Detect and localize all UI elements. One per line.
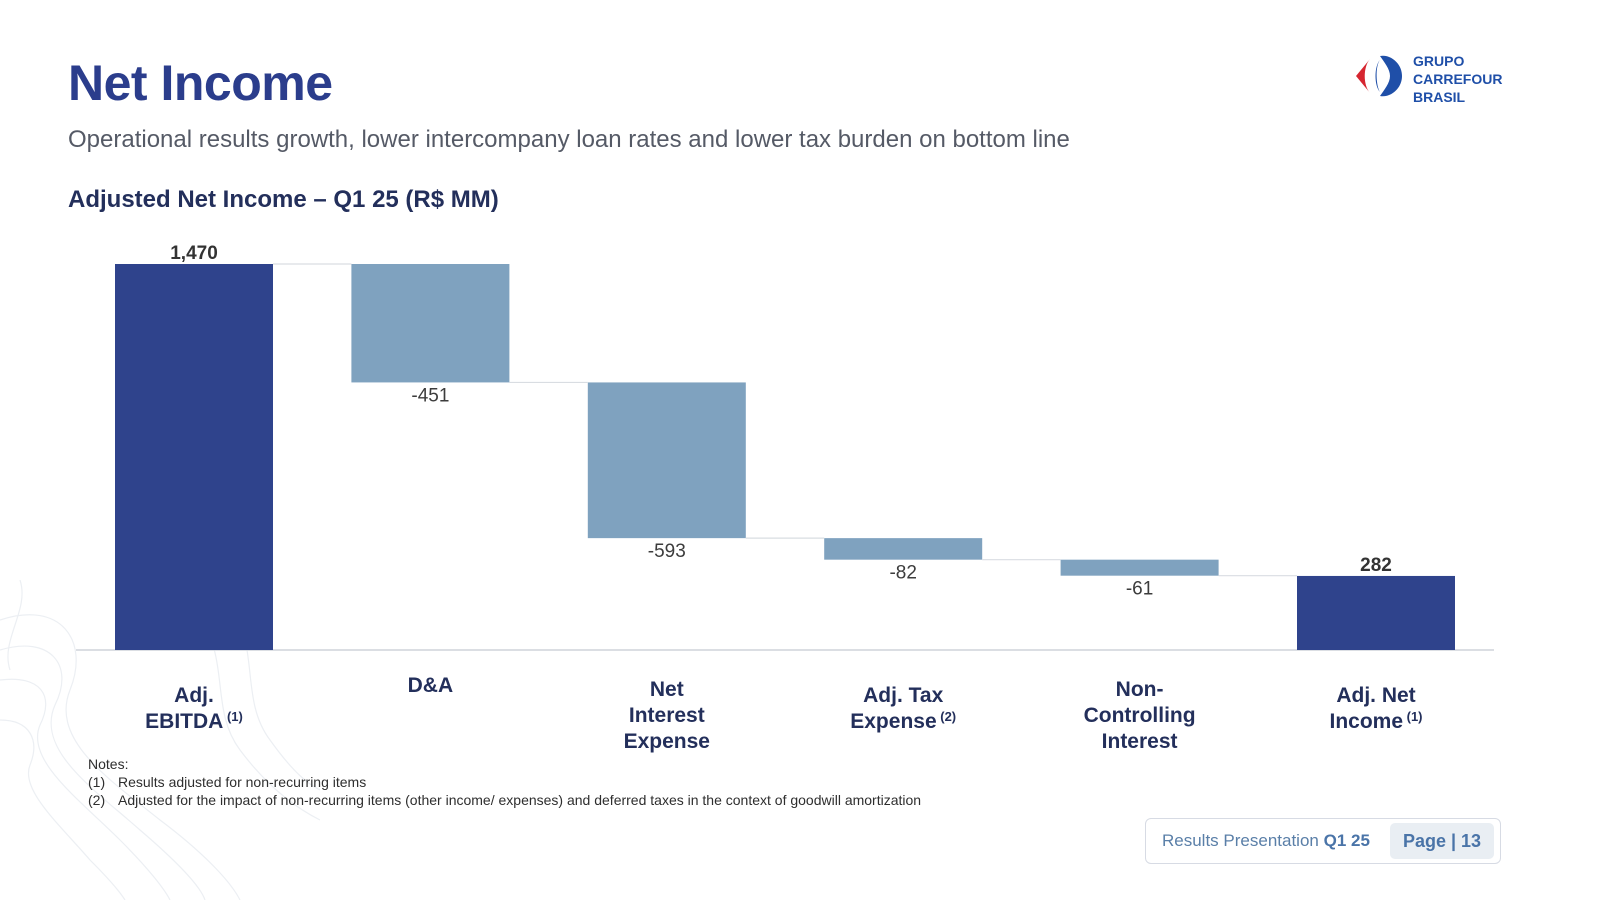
category-label: Expense xyxy=(624,730,710,753)
waterfall-bar xyxy=(1060,559,1219,576)
category-label: Controlling xyxy=(1084,704,1196,727)
waterfall-bar xyxy=(1297,575,1455,650)
footer-label: Results Presentation Q1 25 xyxy=(1162,831,1370,851)
footer-badge: Results Presentation Q1 25 Page | 13 xyxy=(1145,818,1501,864)
category-label: Adj. Net xyxy=(1336,684,1415,707)
footnote-marker: (1) xyxy=(1403,709,1423,724)
notes: Notes: (1) Results adjusted for non-recur… xyxy=(88,755,921,809)
footer-period: Q1 25 xyxy=(1323,831,1370,850)
category-label: Expense (2) xyxy=(850,709,956,733)
footnote-marker: (2) xyxy=(937,709,957,724)
data-label: 1,470 xyxy=(170,243,218,264)
note-number: (1) xyxy=(88,774,106,790)
carrefour-logo-icon xyxy=(1356,55,1402,97)
waterfall-chart: 1,470 -451 -593 -82 -61 282 Adj.EBITDA (1) D&A N… xyxy=(76,243,1494,753)
logo-wordmark: GRUPO CARREFOUR BRASIL xyxy=(1413,52,1502,106)
logo-line: GRUPO xyxy=(1413,53,1465,69)
category-label: Income (1) xyxy=(1329,709,1422,733)
carrefour-logo: GRUPO CARREFOUR BRASIL xyxy=(1354,50,1524,106)
note-text: Adjusted for the impact of non-recurring… xyxy=(118,792,922,808)
category-label: Adj. Tax xyxy=(863,684,943,707)
chart-heading: Adjusted Net Income – Q1 25 (R$ MM) xyxy=(68,186,499,213)
category-label: Adj. xyxy=(174,684,214,707)
category-label: D&A xyxy=(408,674,454,697)
footer-presentation-label: Results Presentation xyxy=(1162,831,1319,850)
page-number: Page | 13 xyxy=(1390,823,1494,859)
page-subtitle: Operational results growth, lower interc… xyxy=(68,126,1070,153)
note-number: (2) xyxy=(88,792,106,808)
page-title: Net Income xyxy=(68,55,333,111)
category-label: EBITDA (1) xyxy=(145,709,243,733)
logo-line: BRASIL xyxy=(1413,89,1466,105)
data-label: 282 xyxy=(1360,555,1392,576)
category-label: Non- xyxy=(1116,678,1164,701)
data-label: -593 xyxy=(648,541,686,562)
waterfall-bar xyxy=(115,264,273,650)
logo-line: CARREFOUR xyxy=(1413,71,1503,87)
note-item: (2) Adjusted for the impact of non-recurr… xyxy=(88,791,921,809)
notes-heading: Notes: xyxy=(88,756,129,772)
waterfall-bar xyxy=(351,264,510,383)
data-label: -61 xyxy=(1126,579,1153,600)
waterfall-bar xyxy=(824,538,983,560)
footnote-marker: (1) xyxy=(223,709,243,724)
note-item: (1) Results adjusted for non-recurring it… xyxy=(88,773,921,791)
category-label: Interest xyxy=(629,704,705,727)
category-label: Net xyxy=(650,678,684,701)
data-label: -451 xyxy=(411,385,449,406)
category-label: Interest xyxy=(1102,730,1178,753)
waterfall-bar xyxy=(587,382,746,539)
note-text: Results adjusted for non-recurring items xyxy=(118,774,367,790)
data-label: -82 xyxy=(889,563,916,584)
